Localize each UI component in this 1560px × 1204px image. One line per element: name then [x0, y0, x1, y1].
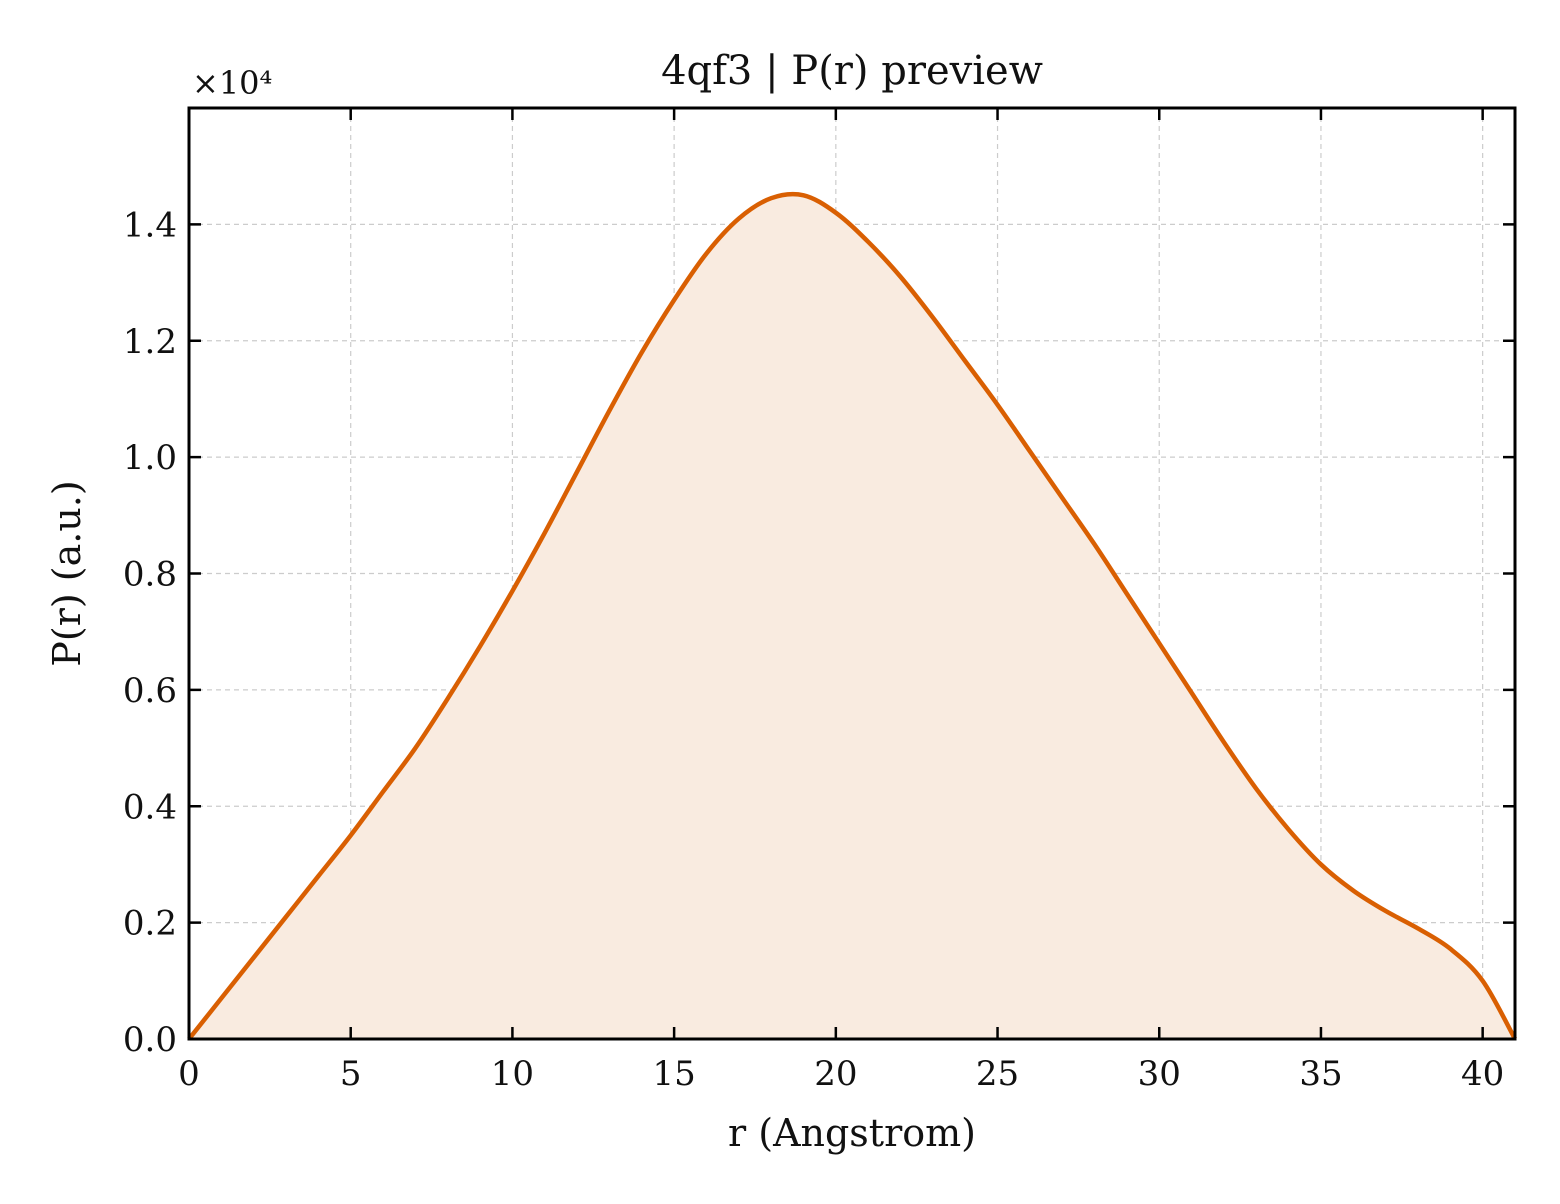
x-tick-label: 20 — [814, 1054, 857, 1094]
x-tick-label: 5 — [340, 1054, 362, 1094]
y-tick-label: 1.0 — [123, 438, 177, 478]
y-tick-label: 0.0 — [123, 1020, 177, 1060]
x-tick-label: 30 — [1138, 1054, 1181, 1094]
x-axis-label: r (Angstrom) — [728, 1111, 976, 1155]
y-tick-label: 1.2 — [123, 322, 177, 362]
series-line — [187, 191, 1517, 1041]
y-tick-label: 1.4 — [123, 205, 177, 245]
ticks: 0 5 10 15 20 25 30 35 40 0.0 0.2 0.4 0.6 0.8 1.0 1.2 1.4 — [123, 108, 1515, 1094]
x-tick-label: 35 — [1299, 1054, 1342, 1094]
x-tick-label: 15 — [652, 1054, 695, 1094]
y-offset-label: ×10⁴ — [192, 64, 272, 102]
x-tick-label: 0 — [178, 1054, 200, 1094]
x-tick-label: 25 — [976, 1054, 1019, 1094]
area-fill — [189, 194, 1515, 1039]
x-tick-label: 40 — [1461, 1054, 1504, 1094]
y-tick-label: 0.2 — [123, 904, 177, 944]
x-tick-label: 10 — [491, 1054, 534, 1094]
y-axis-label: P(r) (a.u.) — [45, 480, 89, 666]
chart-title: 4qf3 | P(r) preview — [661, 48, 1043, 94]
y-tick-label: 0.4 — [123, 787, 177, 827]
y-tick-label: 0.6 — [123, 671, 177, 711]
y-tick-label: 0.8 — [123, 555, 177, 595]
